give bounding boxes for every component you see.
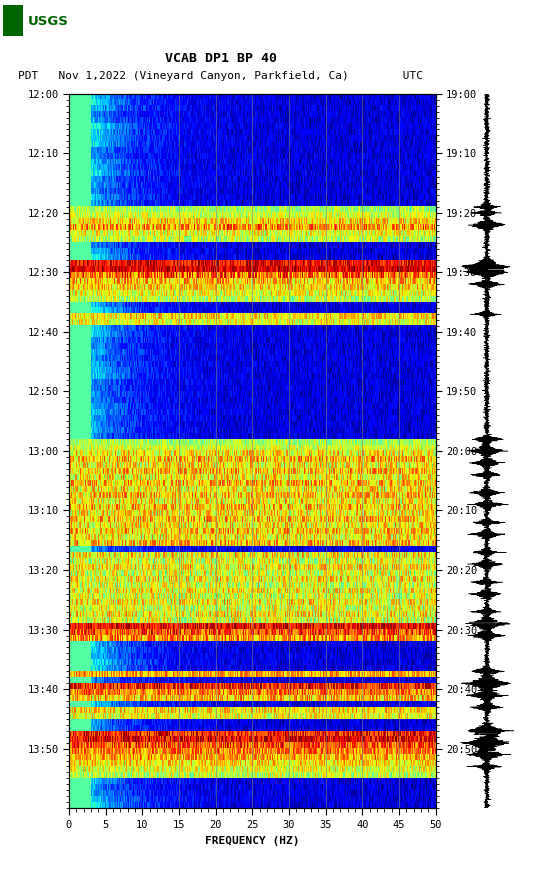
Bar [3,4,23,37]
Text: USGS: USGS [28,15,69,28]
Text: PDT   Nov 1,2022 (Vineyard Canyon, Parkfield, Ca)        UTC: PDT Nov 1,2022 (Vineyard Canyon, Parkfie… [18,71,423,81]
X-axis label: FREQUENCY (HZ): FREQUENCY (HZ) [205,836,300,846]
Text: VCAB DP1 BP 40: VCAB DP1 BP 40 [165,52,277,64]
